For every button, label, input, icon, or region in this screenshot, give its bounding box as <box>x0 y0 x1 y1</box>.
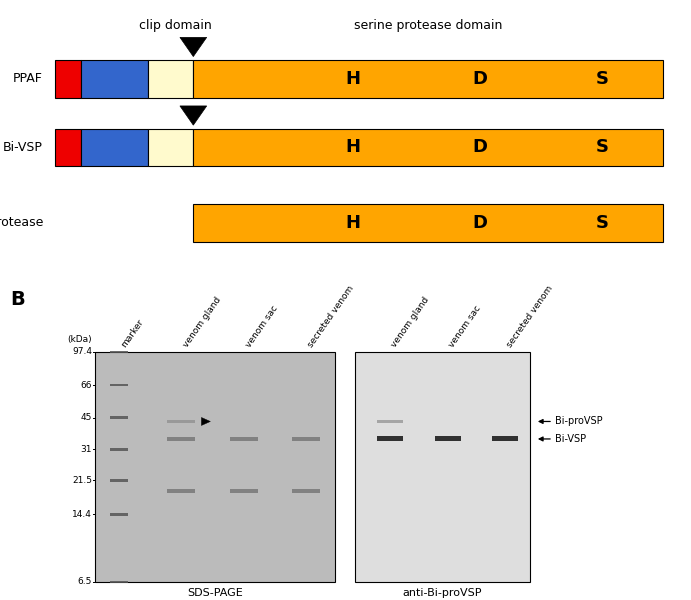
Bar <box>377 420 403 423</box>
Text: H: H <box>346 70 361 88</box>
Text: S: S <box>596 139 609 157</box>
Bar <box>230 489 258 493</box>
Bar <box>110 479 128 482</box>
Text: 45: 45 <box>81 413 92 422</box>
Bar <box>110 513 128 515</box>
Text: Bi-VSP: Bi-VSP <box>555 434 586 444</box>
Text: anti-Bi-proVSP
antibody: anti-Bi-proVSP antibody <box>403 588 482 600</box>
Text: venom sac: venom sac <box>244 304 279 349</box>
Text: venom sac: venom sac <box>448 304 483 349</box>
Text: secreted venom: secreted venom <box>506 284 555 349</box>
Text: Bi-proVSP: Bi-proVSP <box>555 416 603 427</box>
Bar <box>167 437 196 441</box>
Bar <box>81 60 148 98</box>
Text: 14.4: 14.4 <box>72 510 92 519</box>
Polygon shape <box>201 418 210 425</box>
Text: 97.4: 97.4 <box>72 347 92 356</box>
Bar <box>95 352 335 582</box>
Text: H: H <box>346 139 361 157</box>
Bar <box>110 448 128 451</box>
Bar <box>230 437 258 441</box>
Text: D: D <box>473 214 488 232</box>
Text: H: H <box>346 214 361 232</box>
Text: venom gland: venom gland <box>390 295 431 349</box>
Text: marker: marker <box>119 317 145 349</box>
Text: venom gland: venom gland <box>182 295 223 349</box>
Bar <box>193 128 663 166</box>
Bar <box>167 420 196 423</box>
Bar <box>493 436 518 442</box>
Text: B: B <box>10 290 25 309</box>
Text: clip domain: clip domain <box>139 19 211 32</box>
Bar <box>110 416 128 419</box>
Bar <box>110 351 128 353</box>
Text: 66: 66 <box>80 380 92 389</box>
Bar <box>110 384 128 386</box>
Bar <box>81 128 148 166</box>
Bar <box>292 437 320 441</box>
Bar <box>193 204 663 242</box>
Text: 31: 31 <box>80 445 92 454</box>
Text: serine protease domain: serine protease domain <box>354 19 503 32</box>
Bar <box>167 489 196 493</box>
Text: 6.5: 6.5 <box>77 577 92 587</box>
Bar <box>193 60 663 98</box>
Text: PPAF: PPAF <box>13 73 43 85</box>
Polygon shape <box>180 106 207 125</box>
Text: D: D <box>473 139 488 157</box>
Bar <box>55 60 81 98</box>
Text: Snake venom serine protease: Snake venom serine protease <box>0 217 43 229</box>
Bar <box>377 436 403 442</box>
Bar <box>292 421 320 422</box>
Text: S: S <box>596 214 609 232</box>
Bar <box>55 128 81 166</box>
Text: S: S <box>596 70 609 88</box>
Bar <box>230 421 258 422</box>
Text: D: D <box>473 70 488 88</box>
Text: Bi-VSP: Bi-VSP <box>3 141 43 154</box>
Bar <box>435 436 461 442</box>
Text: (kDa): (kDa) <box>68 335 92 344</box>
Polygon shape <box>180 37 207 56</box>
Text: 21.5: 21.5 <box>72 476 92 485</box>
Bar <box>110 581 128 583</box>
Text: SDS-PAGE: SDS-PAGE <box>187 588 243 598</box>
Bar <box>292 489 320 493</box>
Bar <box>355 352 530 582</box>
Bar <box>148 60 193 98</box>
Bar <box>148 128 193 166</box>
Text: secreted venom: secreted venom <box>306 284 356 349</box>
